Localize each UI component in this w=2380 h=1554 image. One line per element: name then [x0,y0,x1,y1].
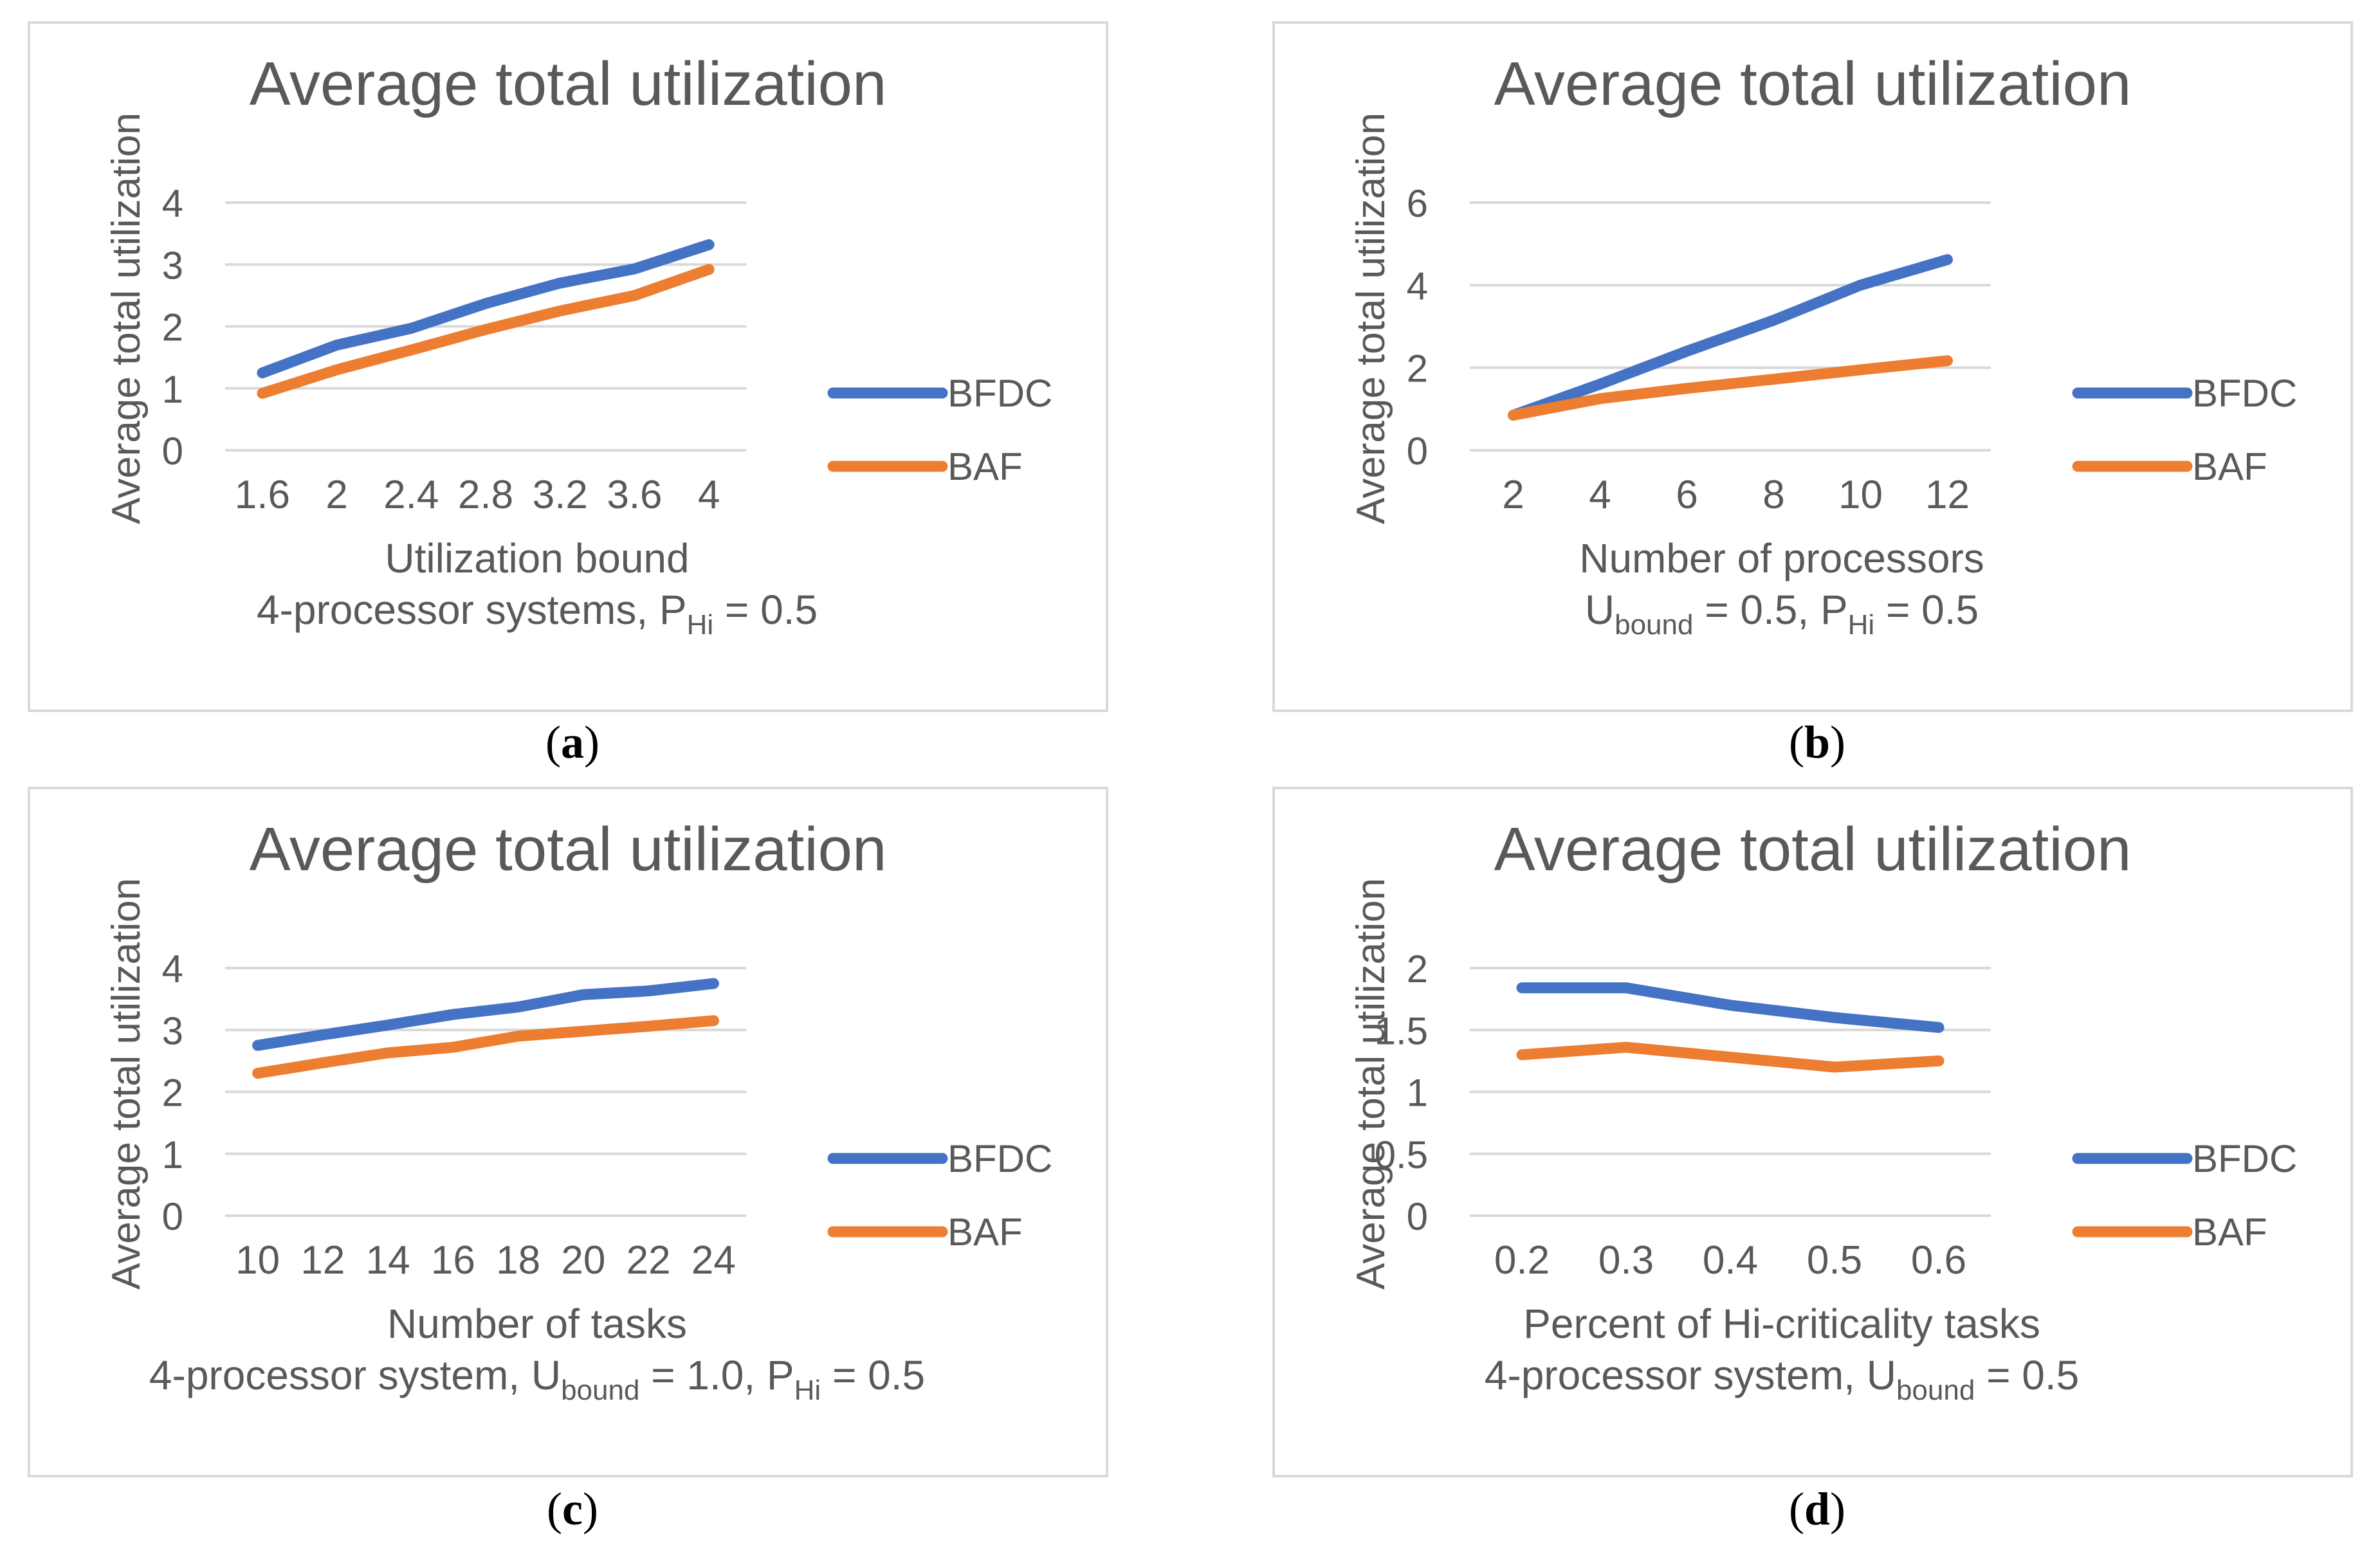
x-tick-label: 8 [1762,473,1784,517]
x-tick-label: 2 [1502,473,1524,517]
x-axis-subtitle: 4-processor system, Ubound = 0.5 [1485,1352,2079,1406]
series-line-baf [1516,1041,1945,1073]
chart-title: Average total utilization [1494,50,2132,118]
legend-label-baf: BAF [2192,1211,2267,1254]
y-tick-label: 0.5 [1375,1133,1428,1176]
legend-label-bfdc: BFDC [2192,372,2297,415]
y-tick-label: 0 [1407,430,1428,473]
y-tick-label: 4 [1407,264,1428,307]
chart-frame [28,787,1108,1477]
x-tick-label: 4 [1589,473,1611,517]
y-tick-label: 2 [162,306,183,349]
series-line-bfdc [257,239,715,379]
series-line-baf [257,264,715,399]
x-tick-label: 0.3 [1598,1238,1654,1283]
panel-caption-b: (b) [1789,717,1845,768]
x-tick-label: 0.2 [1494,1238,1550,1283]
y-tick-label: 0 [1407,1195,1428,1238]
y-axis-label: Average total utilization [1349,878,1393,1290]
y-tick-label: 3 [162,244,183,287]
y-tick-label: 6 [1407,182,1428,225]
x-tick-label: 24 [691,1238,736,1283]
chart-title: Average total utilization [250,815,887,884]
x-tick-label: 22 [627,1238,671,1283]
legend-label-bfdc: BFDC [947,1137,1052,1180]
y-tick-label: 1 [162,1133,183,1176]
x-tick-label: 14 [366,1238,410,1283]
x-tick-label: 4 [698,473,720,517]
x-tick-label: 18 [496,1238,540,1283]
y-tick-label: 2 [162,1072,183,1115]
x-tick-label: 20 [561,1238,605,1283]
x-tick-label: 12 [1925,473,1970,517]
panel-caption-a: (a) [545,717,600,768]
x-tick-label: 16 [431,1238,475,1283]
legend-label-baf: BAF [947,445,1023,488]
x-tick-label: 3.6 [607,473,662,517]
y-tick-label: 2 [1407,947,1428,991]
chart-panel-a: Average total utilization 0 1 2 3 4 Average to… [28,21,1108,712]
series-line-baf [252,1015,719,1079]
series-line-baf [1508,355,1953,421]
x-tick-label: 10 [235,1238,280,1283]
x-axis-subtitle: 4-processor system, Ubound = 1.0, PHi = … [149,1352,925,1406]
y-tick-label: 4 [162,947,183,991]
series-line-bfdc [1508,254,1953,421]
x-tick-label: 10 [1838,473,1883,517]
x-tick-label: 0.6 [1911,1238,1966,1283]
y-tick-label: 0 [162,1195,183,1238]
x-tick-label: 6 [1676,473,1698,517]
series-line-bfdc [252,978,719,1051]
x-axis-label: Number of processors [1579,535,1984,581]
chart-frame [1272,787,2353,1477]
x-axis-label: Number of tasks [387,1301,687,1347]
x-axis-subtitle: Ubound = 0.5, PHi = 0.5 [1585,587,1979,641]
y-tick-label: 3 [162,1009,183,1052]
series-line-bfdc [1516,982,1945,1033]
legend-label-bfdc: BFDC [2192,1137,2297,1180]
x-tick-label: 2.8 [458,473,513,517]
y-tick-label: 1 [162,368,183,411]
y-tick-label: 1 [1407,1072,1428,1115]
legend-label-baf: BAF [947,1211,1023,1254]
chart-panel-b: Average total utilization 0 2 4 6 Average tot… [1272,21,2353,712]
x-axis-subtitle: 4-processor systems, PHi = 0.5 [257,587,818,641]
panel-caption-d: (d) [1789,1483,1845,1535]
y-tick-label: 0 [162,430,183,473]
x-tick-label: 12 [300,1238,345,1283]
y-axis-label: Average total utilization [1349,113,1393,524]
x-tick-label: 1.6 [235,473,290,517]
x-axis-label: Percent of Hi-criticality tasks [1523,1301,2040,1347]
x-axis-label: Utilization bound [385,535,689,581]
x-tick-label: 2 [325,473,347,517]
x-tick-label: 3.2 [533,473,588,517]
y-axis-label: Average total utilization [104,878,149,1290]
y-axis-label: Average total utilization [104,113,149,524]
x-tick-label: 0.4 [1703,1238,1758,1283]
legend-label-baf: BAF [2192,445,2267,488]
y-tick-label: 4 [162,182,183,225]
chart-title: Average total utilization [250,50,887,118]
y-tick-label: 2 [1407,347,1428,390]
x-tick-label: 0.5 [1807,1238,1862,1283]
chart-title: Average total utilization [1494,815,2132,884]
x-tick-label: 2.4 [383,473,439,517]
legend-label-bfdc: BFDC [947,372,1052,415]
y-tick-label: 1.5 [1375,1009,1428,1052]
chart-panel-d: Average total utilization 0 0.5 1 1.5 2 Averag… [1272,787,2353,1477]
chart-frame [28,21,1108,712]
panel-caption-c: (c) [547,1483,598,1535]
